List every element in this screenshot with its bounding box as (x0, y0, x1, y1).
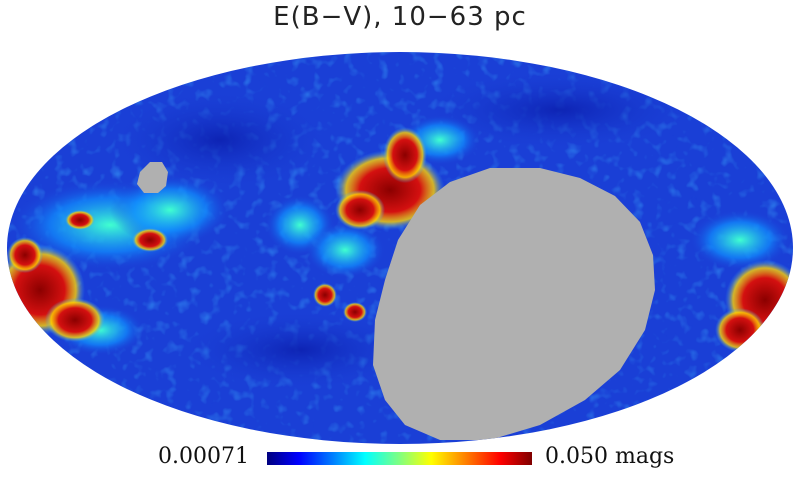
high-extinction-region (132, 228, 168, 252)
low-extinction-region (110, 90, 330, 190)
low-extinction-region (180, 310, 420, 390)
map-disk (7, 52, 793, 444)
high-extinction-region (45, 298, 105, 342)
high-extinction-region (343, 302, 367, 322)
high-extinction-region (7, 237, 43, 273)
map-title: E(B−V), 10−63 pc (273, 2, 527, 32)
high-extinction-region (65, 210, 95, 230)
dust-cloud (305, 222, 385, 278)
masked-region-small (137, 162, 168, 193)
low-extinction-region (420, 70, 700, 150)
dust-cloud (110, 175, 230, 245)
high-extinction-region (335, 190, 385, 230)
masked-region (373, 168, 655, 440)
high-extinction-region (313, 283, 337, 307)
high-extinction-region (715, 308, 765, 352)
dust-cloud (690, 210, 790, 270)
colorbar-gradient (267, 452, 532, 465)
high-extinction-region (383, 127, 427, 183)
colorbar-max-label: 0.050 mags (545, 444, 675, 469)
colorbar (267, 452, 532, 465)
colorbar-min-label: 0.00071 (158, 444, 249, 469)
